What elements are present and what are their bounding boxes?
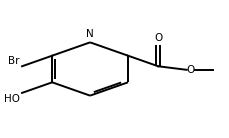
- Text: O: O: [153, 33, 162, 43]
- Text: O: O: [186, 65, 194, 75]
- Text: HO: HO: [4, 94, 20, 104]
- Text: N: N: [86, 29, 94, 39]
- Text: Br: Br: [8, 56, 20, 66]
